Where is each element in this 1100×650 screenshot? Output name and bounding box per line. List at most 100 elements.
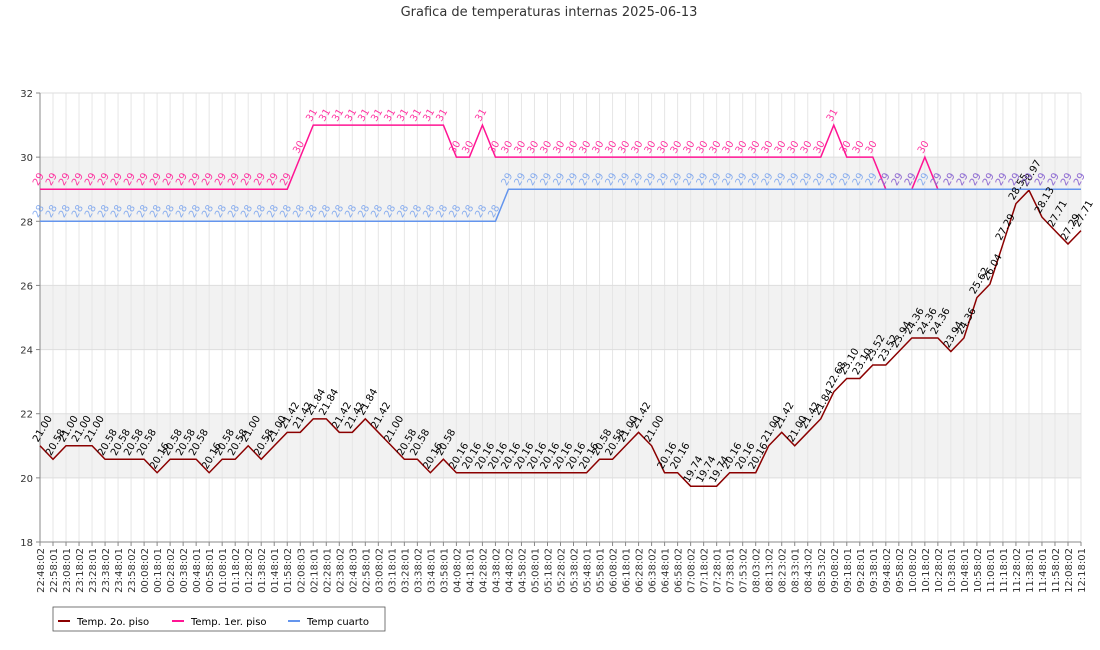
data-label: 28 (31, 203, 47, 220)
data-label: 28 (239, 203, 255, 220)
data-label: 28 (408, 203, 424, 220)
data-label: 28 (135, 203, 151, 220)
x-tick-label: 23:18:02 (75, 548, 86, 593)
data-label: 28 (148, 203, 164, 220)
y-tick-label: 22 (20, 410, 33, 421)
y-tick-label: 28 (20, 217, 33, 228)
data-label: 28 (317, 203, 333, 220)
x-tick-label: 09:48:02 (882, 548, 893, 593)
data-label: 28 (252, 203, 268, 220)
data-label: 28 (57, 203, 73, 220)
x-tick-label: 06:28:02 (635, 548, 646, 593)
legend-box (52, 606, 386, 632)
x-tick-label: 04:18:01 (465, 548, 476, 593)
data-label: 30 (669, 139, 685, 156)
x-tick-label: 22:48:02 (36, 548, 47, 593)
x-tick-label: 09:38:01 (869, 548, 880, 593)
x-tick-label: 08:03:02 (752, 548, 763, 593)
y-tick-label: 24 (20, 346, 33, 357)
x-tick-label: 11:38:01 (1025, 548, 1036, 593)
data-label: 28 (187, 203, 203, 220)
y-tick-label: 20 (20, 474, 33, 485)
x-tick-label: 02:08:03 (296, 548, 307, 593)
x-tick-label: 01:28:02 (244, 548, 255, 593)
x-tick-label: 01:58:02 (283, 548, 294, 593)
x-tick-label: 23:08:01 (62, 548, 73, 593)
data-label: 30 (721, 139, 737, 156)
data-label: 28 (434, 203, 450, 220)
x-tick-label: 06:58:02 (674, 548, 685, 593)
data-label: 30 (695, 139, 711, 156)
x-tick-label: 04:58:02 (517, 548, 528, 593)
data-label: 30 (708, 139, 724, 156)
x-tick-label: 02:28:01 (322, 548, 333, 593)
data-label: 28 (278, 203, 294, 220)
x-tick-label: 02:58:01 (361, 548, 372, 593)
x-tick-label: 01:18:02 (231, 548, 242, 593)
x-tick-label: 06:18:01 (622, 548, 633, 593)
x-tick-label: 02:18:01 (309, 548, 320, 593)
y-tick-label: 30 (20, 153, 33, 164)
y-tick-label: 26 (20, 281, 33, 292)
y-axis-ticks: 18 20 22 24 26 28 30 32 (20, 89, 40, 549)
x-tick-label: 05:48:01 (583, 548, 594, 593)
data-label: 30 (773, 139, 789, 156)
x-tick-label: 12:08:02 (1064, 548, 1075, 593)
x-tick-label: 09:08:02 (830, 548, 841, 593)
x-tick-label: 08:43:02 (804, 548, 815, 593)
data-label: 30 (487, 139, 503, 156)
x-tick-label: 07:53:02 (739, 548, 750, 593)
data-label: 30 (656, 139, 672, 156)
x-tick-label: 10:58:02 (973, 548, 984, 593)
data-label: 28 (226, 203, 242, 220)
x-tick-label: 03:08:02 (374, 548, 385, 593)
data-label: 28 (265, 203, 281, 220)
data-label: 28 (421, 203, 437, 220)
data-label: 30 (552, 139, 568, 156)
x-tick-label: 05:58:01 (596, 548, 607, 593)
x-tick-label: 04:28:02 (478, 548, 489, 593)
data-label: 30 (760, 139, 776, 156)
x-axis-ticks: 22:48:02 22:58:01 23:08:01 23:18:02 23:28:01… (36, 542, 1088, 593)
x-tick-label: 02:48:03 (348, 548, 359, 593)
data-label: 28 (213, 203, 229, 220)
x-tick-label: 08:13:02 (765, 548, 776, 593)
x-tick-label: 03:18:01 (387, 548, 398, 593)
x-tick-label: 04:48:02 (504, 548, 515, 593)
data-label: 28 (200, 203, 216, 220)
data-label: 28 (330, 203, 346, 220)
x-tick-label: 12:18:01 (1077, 548, 1088, 593)
data-label: 30 (617, 139, 633, 156)
data-label: 28 (304, 203, 320, 220)
x-tick-label: 07:28:01 (713, 548, 724, 593)
data-label: 28 (70, 203, 86, 220)
legend-label: Temp cuarto (306, 617, 369, 628)
x-tick-label: 23:28:01 (88, 548, 99, 593)
x-tick-label: 03:28:01 (400, 548, 411, 593)
x-tick-label: 11:18:01 (999, 548, 1010, 593)
data-label: 28 (487, 203, 503, 220)
x-tick-label: 00:08:02 (140, 548, 151, 593)
x-tick-label: 09:58:02 (895, 548, 906, 593)
x-tick-label: 23:58:02 (127, 548, 138, 593)
data-label: 30 (460, 139, 476, 156)
x-tick-label: 00:48:01 (192, 548, 203, 593)
x-tick-label: 11:08:01 (986, 548, 997, 593)
x-tick-label: 23:38:02 (101, 548, 112, 593)
data-label: 30 (643, 139, 659, 156)
chart-title: Grafica de temperaturas internas 2025-06… (401, 5, 698, 20)
x-tick-label: 03:38:02 (413, 548, 424, 593)
data-label: 28 (161, 203, 177, 220)
data-label: 30 (565, 139, 581, 156)
data-label: 30 (578, 139, 594, 156)
x-tick-label: 08:23:02 (778, 548, 789, 593)
data-label: 28 (44, 203, 60, 220)
x-tick-label: 07:18:02 (700, 548, 711, 593)
data-label: 28 (382, 203, 398, 220)
x-tick-label: 08:53:02 (817, 548, 828, 593)
data-label: 28 (460, 203, 476, 220)
data-label: 30 (838, 139, 854, 156)
grid-lines (39, 92, 1082, 543)
data-label: 28 (343, 203, 359, 220)
x-tick-label: 10:48:01 (960, 548, 971, 593)
